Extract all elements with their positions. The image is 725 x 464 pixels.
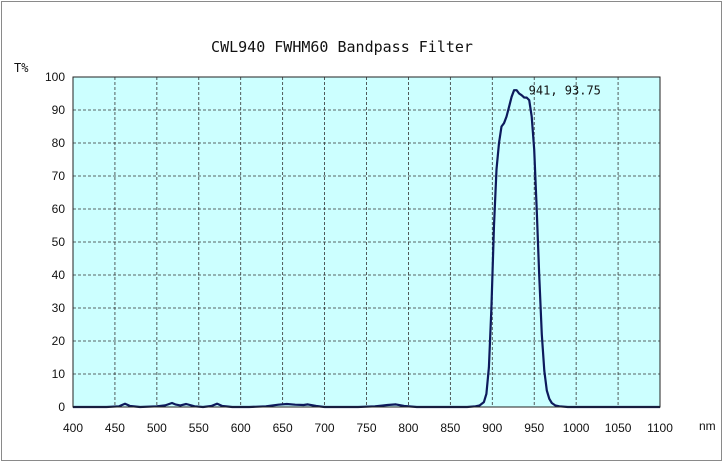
plot-border	[72, 76, 661, 408]
x-tick-label: 400	[63, 421, 83, 435]
grid-lines	[73, 77, 660, 407]
x-tick-label: 650	[273, 421, 293, 435]
x-tick-label: 700	[315, 421, 335, 435]
x-tick-label: 1050	[605, 421, 632, 435]
y-tick-label: 0	[58, 400, 65, 414]
x-tick-label: 500	[147, 421, 167, 435]
x-tick-label: 750	[356, 421, 376, 435]
x-tick-label: 600	[231, 421, 251, 435]
chart-title: CWL940 FWHM60 Bandpass Filter	[211, 38, 473, 56]
x-tick-label: 850	[440, 421, 460, 435]
x-tick-label: 550	[189, 421, 209, 435]
y-tick-label: 40	[52, 268, 66, 282]
x-tick-label: 950	[524, 421, 544, 435]
tick-labels: 400 450 500 550 600 650 700 750 800 850 900 950 1000…	[45, 70, 673, 435]
y-tick-label: 60	[52, 202, 66, 216]
peak-annotation: 941, 93.75	[529, 84, 601, 98]
x-tick-label: 800	[398, 421, 418, 435]
y-tick-label: 70	[52, 169, 66, 183]
y-tick-label: 90	[52, 103, 66, 117]
x-tick-label: 450	[105, 421, 125, 435]
y-tick-label: 100	[45, 70, 65, 84]
x-axis-label: nm	[699, 419, 716, 433]
y-tick-label: 20	[52, 334, 66, 348]
y-tick-label: 10	[52, 367, 66, 381]
y-axis-label: T%	[14, 61, 29, 75]
y-tick-label: 50	[52, 235, 66, 249]
y-tick-label: 80	[52, 136, 66, 150]
x-tick-label: 1000	[563, 421, 590, 435]
x-tick-label: 900	[482, 421, 502, 435]
x-tick-label: 1100	[647, 421, 673, 435]
y-tick-label: 30	[52, 301, 66, 315]
